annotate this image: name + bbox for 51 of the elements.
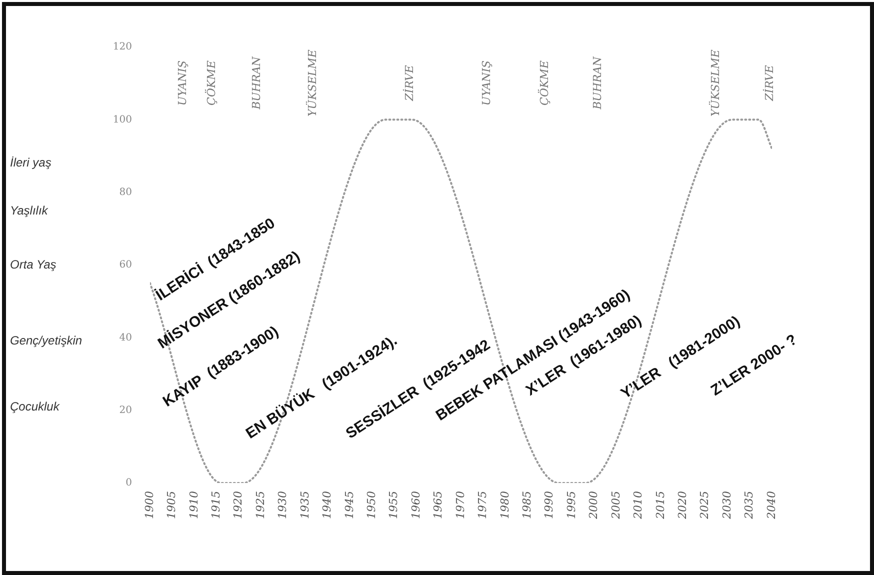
x-tick-label: 1950 [365,491,378,519]
x-tick-label: 1920 [232,491,245,519]
x-tick-label: 1905 [165,491,178,519]
text: İleri yaş [10,155,52,170]
y-tick-label: 120 [112,42,132,53]
x-tick-label: 1935 [298,491,312,519]
x-tick-label: 2005 [609,491,622,520]
annotation: YÜKSELME [708,50,722,116]
y-tick-label: 100 [112,114,132,126]
x-tick-label: 2025 [698,491,712,520]
x-tick-label: 1915 [210,491,222,519]
text: Yaşlılık [10,203,49,218]
annotation: BUHRAN [250,56,263,110]
x-tick-label: 2020 [676,491,689,520]
x-tick-label: 1900 [142,491,156,519]
y-tick-label: 20 [119,404,132,416]
text: Orta Yaş [10,257,56,272]
x-tick-label: 1965 [432,491,445,519]
x-tick-label: 1930 [276,491,290,519]
text: Çocukluk [10,399,60,414]
x-tick-label: 1985 [520,491,534,519]
x-tick-label: 2010 [632,491,645,520]
annotation: UYANIŞ [480,60,493,106]
x-tick-label: 1925 [254,491,267,519]
annotation: UYANIŞ [176,60,189,106]
text: Genç/yetişkin [10,333,82,348]
y-tick-label: 40 [119,332,132,344]
annotation: ÇÖKME [204,60,218,106]
annotation: YÜKSELME [304,50,319,116]
x-tick-label: 1990 [542,491,556,519]
x-tick-label: 2000 [587,491,600,520]
x-tick-label: 2030 [720,491,734,520]
x-tick-label: 2040 [764,491,778,520]
annotation: ZİRVE [762,65,776,102]
x-tick-label: 1960 [409,491,422,519]
x-tick-label: 1945 [342,491,356,519]
x-tick-label: 1995 [564,491,578,519]
annotation: BUHRAN [590,56,604,110]
y-tick-label: 80 [119,186,132,198]
y-tick-label: 60 [119,260,132,271]
x-tick-label: 1975 [476,491,490,519]
x-tick-label: 1970 [454,491,467,519]
x-tick-label: 1910 [187,491,200,519]
x-tick-label: 1955 [387,491,400,519]
annotation: ZİRVE [402,65,416,102]
y-tick-label: 0 [126,478,132,489]
x-tick-label: 2015 [654,491,667,520]
x-tick-label: 2035 [742,491,756,520]
x-tick-label: 1980 [498,491,512,519]
annotation: ÇÖKME [536,60,551,106]
x-tick-label: 1940 [320,491,334,519]
